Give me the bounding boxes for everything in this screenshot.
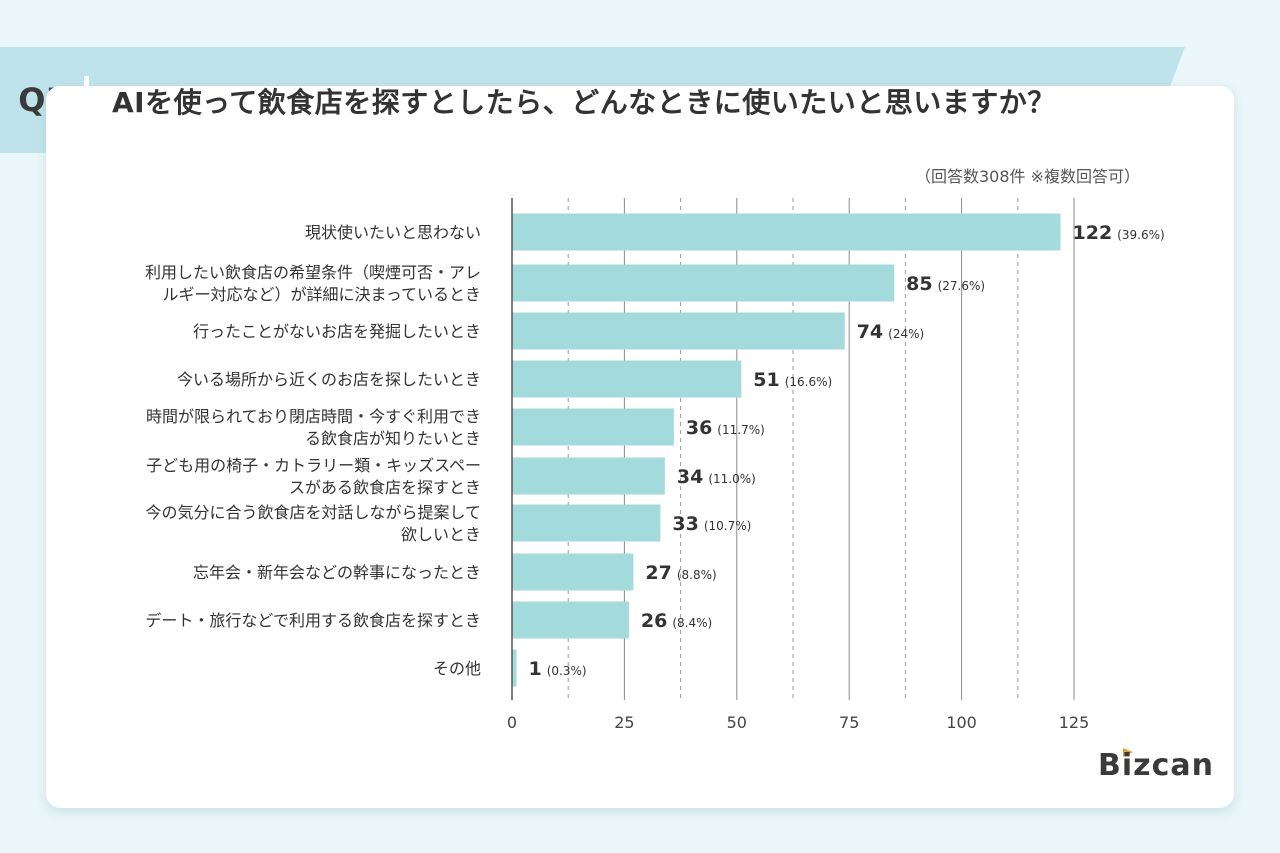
chart-card: [46, 86, 1234, 808]
category-label: 現状使いたいと思わない: [305, 223, 481, 242]
question-title: AIを使って飲食店を探すとしたら、どんなときに使いたいと思いますか？: [112, 86, 1056, 119]
data-label: 122 (39.6%): [1073, 222, 1165, 244]
bar: [512, 457, 665, 495]
bar: [512, 312, 845, 350]
category-label: スがある飲食店を探すとき: [289, 478, 481, 497]
category-label: 行ったことがないお店を発掘したいとき: [193, 322, 481, 341]
bar: [512, 649, 517, 687]
bar: [512, 601, 629, 639]
x-tick-label: 0: [507, 713, 517, 732]
category-label: 子ども用の椅子・カトラリー類・キッズスペー: [146, 456, 481, 475]
category-label: 利用したい飲食店の希望条件（喫煙可否・アレ: [145, 263, 481, 282]
category-label: 今いる場所から近くのお店を探したいとき: [177, 370, 481, 389]
x-tick-label: 50: [727, 713, 747, 732]
category-label: ルギー対応など）が詳細に決まっているとき: [162, 285, 481, 304]
data-label: 36 (11.7%): [686, 417, 765, 439]
x-tick-label: 75: [839, 713, 859, 732]
category-label: る飲食店が知りたいとき: [305, 429, 481, 448]
x-tick-label: 25: [614, 713, 634, 732]
bar: [512, 213, 1061, 251]
response-note: （回答数308件 ※複数回答可）: [914, 167, 1140, 186]
bar: [512, 360, 742, 398]
category-label: その他: [433, 659, 481, 678]
x-tick-label: 100: [946, 713, 977, 732]
category-label: デート・旅行などで利用する飲食店を探すとき: [145, 611, 481, 630]
bar: [512, 264, 895, 302]
x-tick-label: 125: [1059, 713, 1090, 732]
data-label: 1 (0.3%): [528, 658, 586, 680]
data-label: 34 (11.0%): [677, 466, 756, 488]
logo-mark-icon: [1123, 748, 1133, 757]
bar: [512, 504, 661, 542]
data-label: 85 (27.6%): [906, 273, 985, 295]
category-label: 今の気分に合う飲食店を対話しながら提案して: [145, 503, 481, 522]
data-label: 74 (24%): [857, 321, 925, 343]
data-label: 51 (16.6%): [753, 369, 832, 391]
category-label: 忘年会・新年会などの幹事になったとき: [193, 563, 481, 582]
bar: [512, 553, 634, 591]
bar: [512, 408, 674, 446]
data-label: 33 (10.7%): [672, 513, 751, 535]
data-label: 27 (8.8%): [645, 562, 716, 584]
data-label: 26 (8.4%): [641, 610, 712, 632]
category-label: 時間が限られており閉店時間・今すぐ利用でき: [146, 407, 481, 426]
category-label: 欲しいとき: [401, 525, 481, 544]
bizcan-logo: Bizcan: [1098, 748, 1214, 783]
